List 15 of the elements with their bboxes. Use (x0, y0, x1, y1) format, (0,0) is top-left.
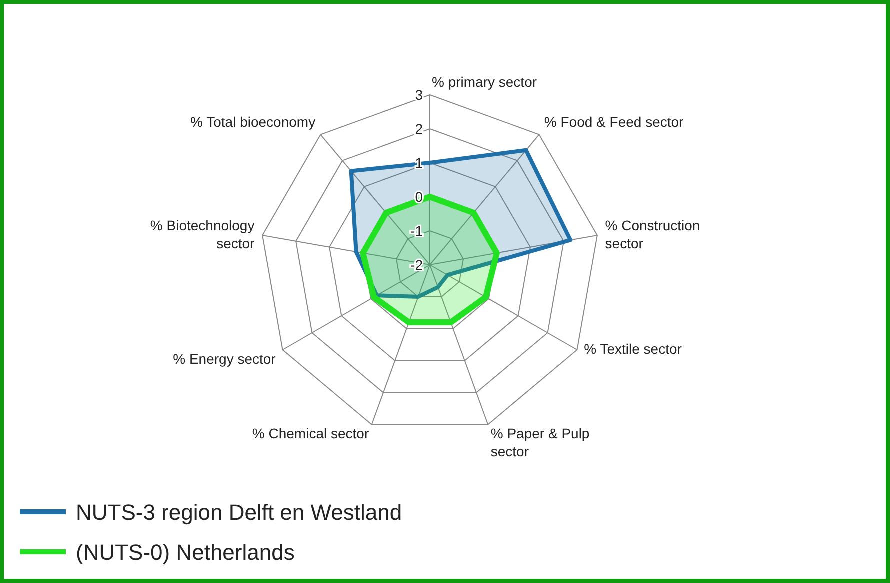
spoke-label: % Construction sector (605, 217, 700, 252)
y-tick-label: 3 (415, 87, 424, 103)
y-tick-label: -2 (410, 257, 424, 273)
spoke-label: % Energy sector (173, 351, 276, 367)
spoke-label: % Textile sector (584, 341, 682, 357)
spoke-label: % Food & Feed sector (544, 114, 684, 130)
legend-label: (NUTS-0) Netherlands (76, 540, 295, 565)
y-tick-label: -1 (410, 223, 424, 239)
legend-label: NUTS-3 region Delft en Westland (76, 500, 402, 525)
y-tick-label: 2 (415, 121, 424, 137)
spoke-label: % Total bioeconomy (190, 114, 316, 130)
spoke-label: % primary sector (432, 74, 538, 90)
spoke-label: % Chemical sector (252, 426, 370, 442)
spoke-label: % Paper & Pulp sector (490, 426, 590, 460)
spoke-label: % Biotechnology sector (150, 217, 256, 252)
